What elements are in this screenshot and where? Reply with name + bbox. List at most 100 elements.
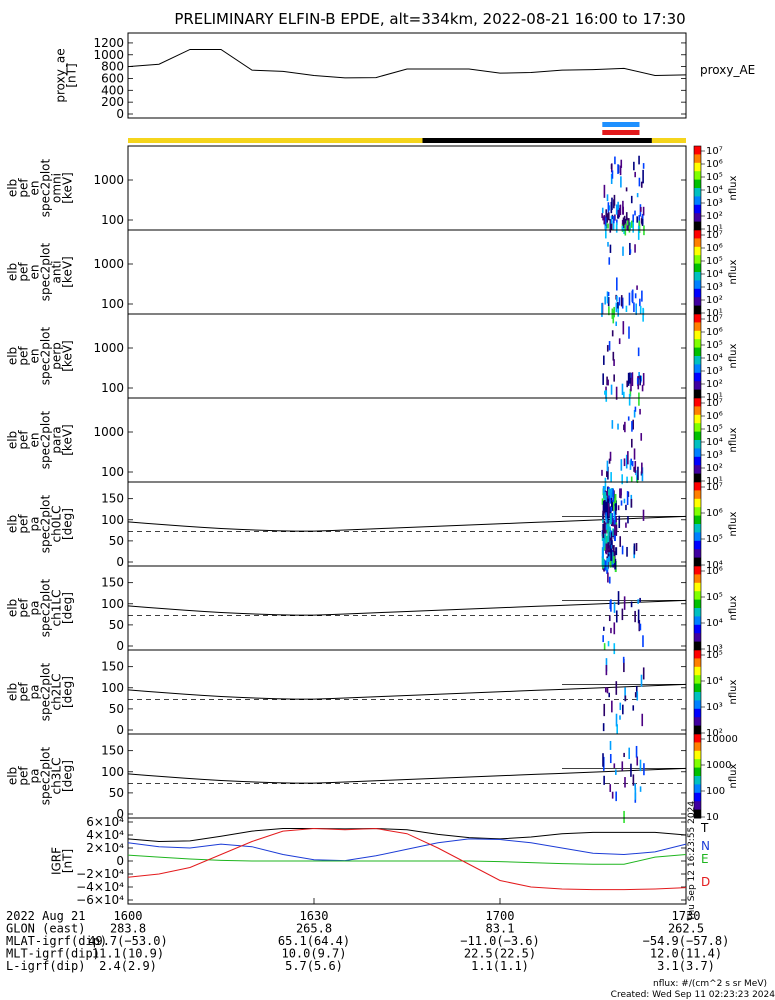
- spectrogram-pixel: [610, 506, 613, 512]
- colorbar-segment: [694, 372, 701, 382]
- proxy-ae-frame: [127, 32, 687, 119]
- colorbar-unit: nflux: [728, 343, 739, 368]
- y-axis-label: [keV]: [61, 424, 75, 455]
- spectrogram-pixel: [612, 498, 615, 511]
- spectrogram-pixel: [624, 223, 627, 236]
- spectrogram-pixel: [618, 515, 621, 529]
- pa_ch0-data-extra: [602, 488, 645, 563]
- spectrogram-pixel: [623, 215, 626, 225]
- en_para-tick-label: 100: [101, 465, 124, 479]
- spectrogram-pixel: [615, 713, 618, 727]
- spectrogram-pixel: [637, 225, 640, 240]
- x-axis-row-label: GLON (east): [6, 922, 85, 936]
- colorbar-segment: [694, 297, 701, 307]
- spectrogram-pixel: [637, 347, 640, 357]
- spectrogram-pixel: [607, 498, 610, 508]
- colorbar-segment: [694, 188, 701, 197]
- en_para-data: [601, 406, 644, 490]
- colorbar-segment: [694, 683, 701, 693]
- spectrogram-pixel: [623, 458, 626, 467]
- spectrogram-pixel: [637, 466, 639, 481]
- y-axis-label: spec2plot: [39, 410, 53, 469]
- spectrogram-pixel: [615, 547, 618, 556]
- spectrogram-pixel: [621, 761, 624, 771]
- spectrogram-pixel: [639, 623, 642, 631]
- spectrogram-pixel: [628, 326, 630, 339]
- x-axis-value: 65.1(64.4): [278, 934, 350, 948]
- igrf-tick-label: −6×10⁴: [76, 893, 124, 907]
- spectrogram-pixel: [627, 372, 630, 386]
- spectrogram-pixel: [633, 410, 636, 418]
- spectrogram-pixel: [621, 225, 624, 231]
- x-axis-value: 3.1(3.7): [657, 959, 715, 973]
- x-axis-value: 1600: [114, 909, 143, 923]
- spectrogram-pixel: [601, 213, 603, 219]
- colorbar-segment: [694, 532, 701, 542]
- spectrogram-pixel: [617, 302, 619, 309]
- y-axis-label: [deg]: [61, 592, 75, 624]
- colorbar-segment: [694, 759, 701, 769]
- spectrogram-pixel: [607, 212, 610, 221]
- spectrogram-pixel: [613, 535, 616, 542]
- spectrogram-pixel: [601, 547, 604, 558]
- proxy-ae-tick-label: 1200: [93, 36, 124, 50]
- spectrogram-pixel: [609, 451, 612, 461]
- spectrogram-pixel: [612, 309, 615, 324]
- y-axis-label: omni: [50, 173, 64, 203]
- spectrogram-pixel: [622, 321, 625, 335]
- colorbar-segment: [694, 322, 701, 332]
- spectrogram-pixel: [616, 219, 618, 225]
- colorbar-segment: [694, 792, 701, 802]
- spectrogram-pixel: [639, 375, 641, 386]
- colorbar-tick-label: 10⁴: [706, 185, 723, 196]
- y-axis-label: pef: [17, 598, 31, 618]
- colorbar-tick-label: 10⁶: [706, 508, 723, 519]
- spectrogram-pixel: [609, 753, 612, 764]
- spectrogram-pixel: [619, 488, 621, 498]
- colorbar-segment: [694, 633, 701, 643]
- y-axis-label: en: [28, 433, 42, 448]
- spectrogram-pixel: [611, 330, 614, 337]
- y-axis-label: en: [28, 265, 42, 280]
- spectrogram-pixel: [634, 783, 637, 790]
- colorbar-segment: [694, 381, 701, 391]
- colorbar-segment: [694, 473, 701, 483]
- spectrogram-pixel: [605, 501, 608, 513]
- y-axis-label: [keV]: [61, 172, 75, 203]
- pa_ch1-tick-label: 150: [101, 576, 124, 590]
- pa_ch0-tick-label: 0: [116, 555, 124, 569]
- y-axis-label: elb: [6, 599, 20, 617]
- spectrogram-pixel: [601, 207, 604, 214]
- spectrogram-pixel: [638, 155, 640, 165]
- spectrogram-pixel: [610, 500, 613, 511]
- spectrogram-pixel: [640, 433, 643, 441]
- x-axis-value: 1.1(1.1): [471, 959, 529, 973]
- en_perp-colorbar: 10⁷ 10⁶ 10⁵ 10⁴ 10³ 10² 10¹ nflux: [693, 313, 739, 403]
- colorbar-segment: [694, 801, 701, 811]
- spectrogram-pixel: [622, 246, 624, 256]
- spectrogram-pixel: [623, 810, 625, 823]
- spectrogram-pixel: [617, 591, 620, 605]
- spectrogram-pixel: [621, 608, 624, 621]
- colorbar-segment: [694, 750, 701, 760]
- pa_ch0-tick-label: 50: [109, 534, 124, 548]
- spectrogram-pixel: [615, 791, 617, 802]
- x-axis-value: 1700: [486, 909, 515, 923]
- colorbar-segment: [694, 330, 701, 340]
- spectrogram-pixel: [607, 503, 610, 517]
- spectrogram-pixel: [610, 173, 613, 184]
- y-axis-label: pa: [28, 517, 42, 532]
- colorbar-tick-label: 10¹: [706, 224, 723, 235]
- colorbar-tick-label: 10⁷: [706, 398, 723, 409]
- spectrogram-pixel: [620, 295, 623, 307]
- spectrogram-pixel: [610, 384, 613, 395]
- spectrogram-pixel: [632, 220, 634, 233]
- y-axis-label: [deg]: [61, 508, 75, 540]
- spectrogram-pixel: [602, 635, 604, 643]
- colorbar-segment: [694, 608, 701, 617]
- spectrogram-pixel: [634, 293, 637, 299]
- spectrogram-pixel: [613, 359, 615, 366]
- spectrogram-pixel: [638, 177, 641, 187]
- y-axis-label: pef: [17, 514, 31, 534]
